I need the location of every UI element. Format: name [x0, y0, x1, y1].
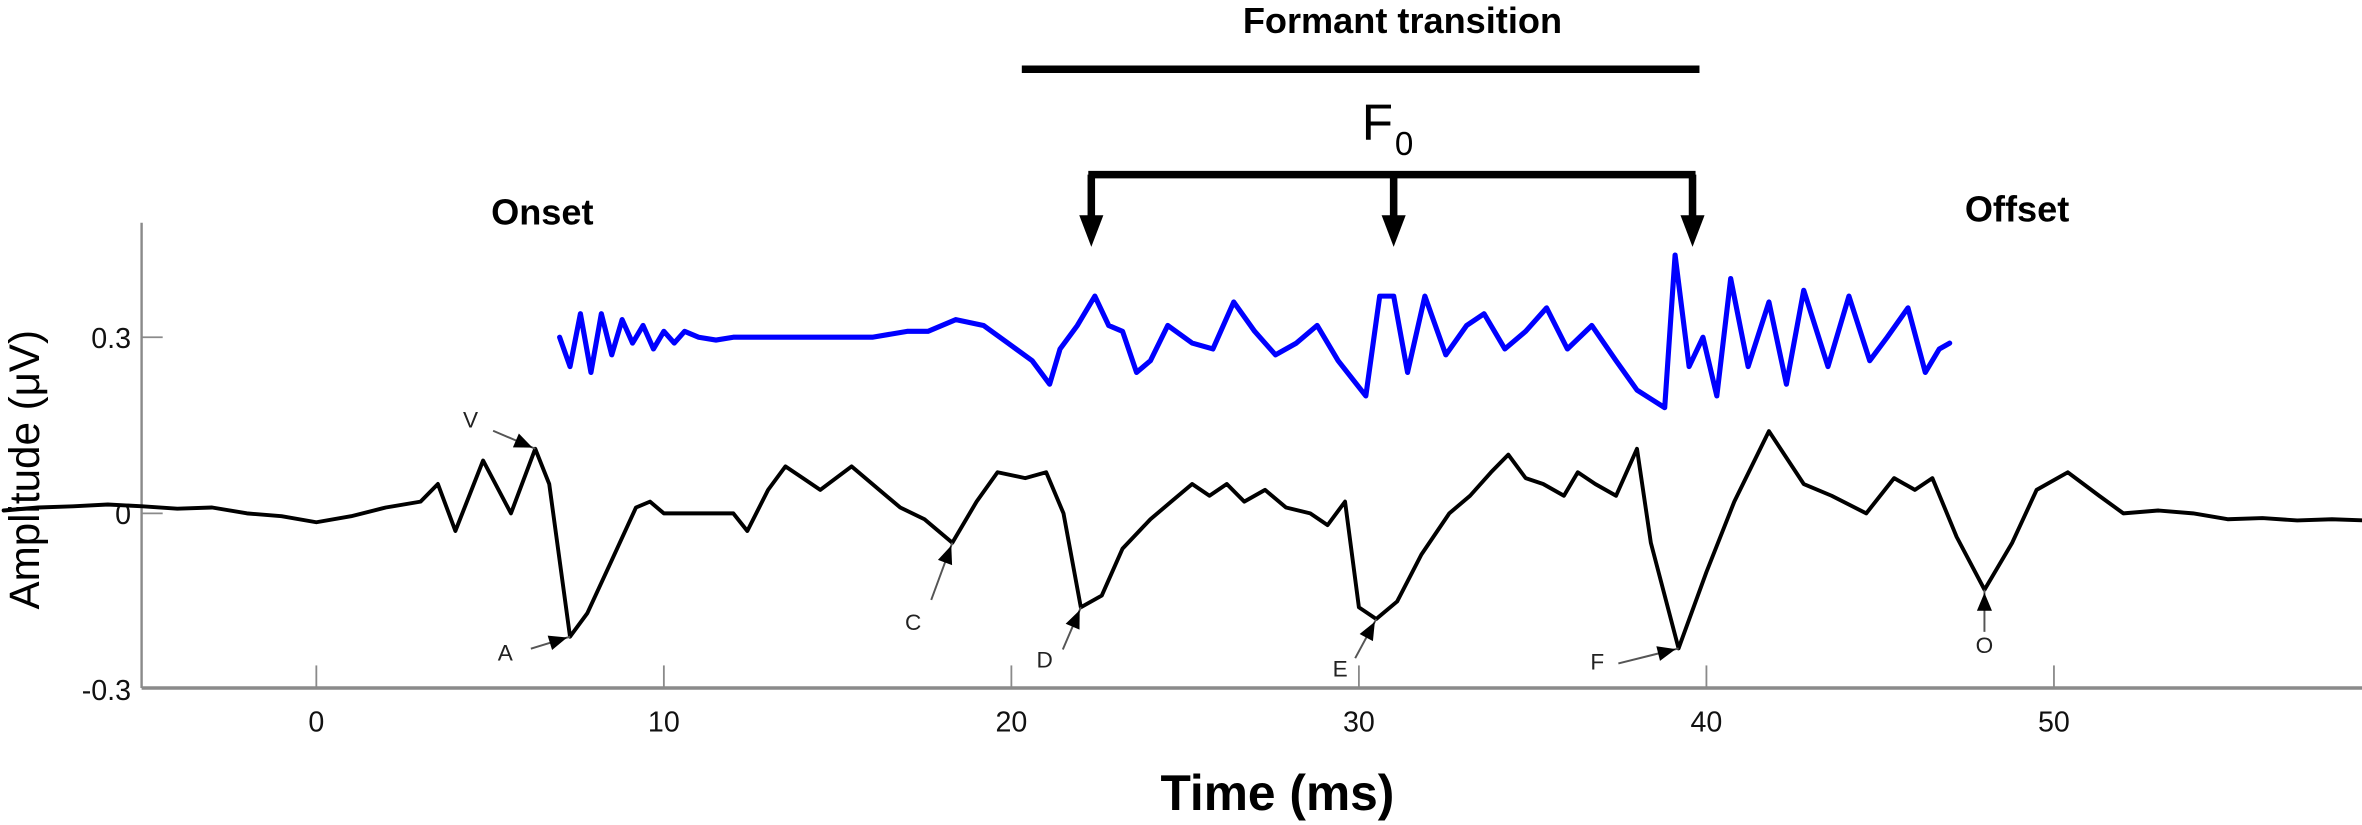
down-arrow-icon — [1381, 215, 1406, 247]
arrowhead-icon — [547, 635, 568, 651]
peak-marker-o: O — [1976, 589, 1994, 658]
x-tick-label: 30 — [1343, 707, 1375, 739]
peak-label: D — [1037, 648, 1053, 673]
arrowhead-icon — [937, 545, 953, 566]
x-tick-label: 50 — [2038, 707, 2070, 739]
peak-label: C — [905, 610, 921, 635]
x-ticks: 0 10 20 30 40 50 — [308, 665, 2070, 739]
x-tick-label: 20 — [995, 707, 1027, 739]
peak-label: V — [463, 408, 478, 433]
peak-label: E — [1333, 656, 1348, 681]
f0-subscript: 0 — [1395, 126, 1413, 163]
stimulus-waveform — [557, 252, 1953, 411]
peak-markers: V A C D E F O — [463, 408, 1993, 682]
offset-label: Offset — [1965, 188, 2069, 229]
y-ticks: -0.300.3 — [82, 323, 163, 707]
peak-label: A — [498, 641, 514, 666]
y-axis-title: Amplitude (μV) — [1, 330, 48, 610]
peak-marker-a: A — [498, 635, 571, 666]
arrowhead-icon — [1656, 646, 1676, 661]
f0-label: F 0 — [1362, 94, 1414, 163]
peak-marker-d: D — [1037, 606, 1082, 673]
down-arrow-icon — [1680, 215, 1705, 247]
peak-marker-c: C — [905, 542, 954, 635]
response-waveform — [1, 429, 2362, 651]
peak-marker-v: V — [463, 408, 536, 450]
peak-marker-e: E — [1333, 618, 1378, 681]
x-axis-title: Time (ms) — [1160, 765, 1394, 821]
axes: 0 10 20 30 40 50 -0.300.3 — [82, 222, 2362, 739]
down-arrow-icon — [1079, 215, 1104, 247]
formant-transition-label: Formant transition — [1243, 0, 1562, 41]
peak-label: F — [1590, 649, 1604, 674]
f0-letter: F — [1362, 94, 1393, 151]
f0-bracket — [1079, 170, 1705, 247]
arrowhead-icon — [1359, 621, 1375, 642]
onset-label: Onset — [491, 191, 593, 232]
x-tick-label: 40 — [1691, 707, 1723, 739]
y-tick-label: -0.3 — [82, 675, 131, 707]
arrowhead-icon — [1065, 610, 1080, 630]
y-tick-label: 0.3 — [91, 323, 131, 355]
arrowhead-icon — [1976, 592, 1992, 611]
arrowhead-icon — [512, 433, 533, 448]
peak-label: O — [1976, 633, 1994, 658]
x-tick-label: 10 — [648, 707, 680, 739]
x-tick-label: 0 — [308, 707, 324, 739]
peak-marker-f: F — [1590, 646, 1679, 674]
